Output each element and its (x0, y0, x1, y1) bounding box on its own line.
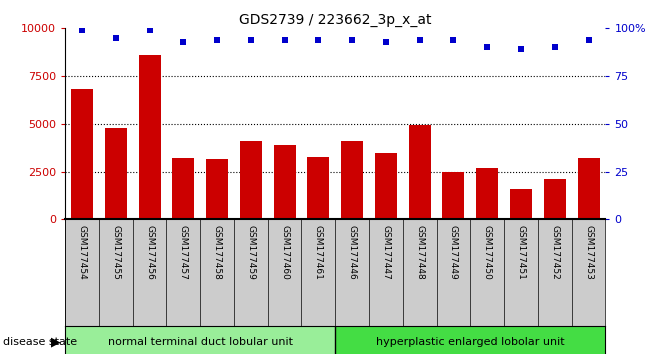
Point (77, 27, 87, 33)
Bar (240, 141, 262, 219)
Bar (443, 172, 464, 219)
Text: GSM177446: GSM177446 (348, 225, 357, 280)
Text: GSM177451: GSM177451 (516, 225, 525, 280)
Bar (577, 158, 600, 219)
Point (145, 27, 155, 33)
Text: GSM177459: GSM177459 (246, 225, 255, 280)
Bar (307, 157, 329, 219)
Text: GSM177450: GSM177450 (483, 225, 492, 280)
Bar (477, 168, 498, 219)
Text: GSM177447: GSM177447 (381, 225, 391, 280)
Bar (335, 326, 605, 354)
Point (381, 39, 391, 45)
Point (212, 37, 222, 42)
Point (178, 39, 189, 45)
Bar (544, 179, 566, 219)
Bar (409, 125, 431, 219)
Text: GSM177449: GSM177449 (449, 225, 458, 280)
Point (279, 37, 290, 42)
Text: GSM177453: GSM177453 (584, 225, 593, 280)
Point (583, 37, 594, 42)
Point (415, 37, 425, 42)
Point (111, 35, 121, 41)
Point (516, 46, 526, 52)
Text: hyperplastic enlarged lobolar unit: hyperplastic enlarged lobolar unit (376, 337, 564, 347)
Text: normal terminal duct lobular unit: normal terminal duct lobular unit (107, 337, 293, 347)
Point (449, 37, 459, 42)
Bar (510, 189, 532, 219)
Bar (139, 55, 161, 219)
Bar (341, 141, 363, 219)
Text: GSM177457: GSM177457 (179, 225, 187, 280)
Text: GSM177458: GSM177458 (213, 225, 221, 280)
Title: GDS2739 / 223662_3p_x_at: GDS2739 / 223662_3p_x_at (239, 13, 432, 27)
Point (347, 37, 357, 42)
Text: GSM177454: GSM177454 (77, 225, 87, 280)
Text: ▶: ▶ (51, 335, 60, 348)
Text: GSM177460: GSM177460 (280, 225, 289, 280)
Text: disease state: disease state (3, 337, 77, 347)
Bar (71, 90, 93, 219)
Text: GSM177461: GSM177461 (314, 225, 323, 280)
Bar (105, 128, 127, 219)
Text: GSM177448: GSM177448 (415, 225, 424, 280)
Point (549, 45, 560, 50)
Text: GSM177455: GSM177455 (111, 225, 120, 280)
Bar (375, 153, 397, 219)
Bar (206, 159, 228, 219)
Bar (173, 158, 194, 219)
Text: GSM177456: GSM177456 (145, 225, 154, 280)
Point (482, 45, 492, 50)
Bar (273, 145, 296, 219)
Point (313, 37, 324, 42)
Point (245, 37, 256, 42)
Text: GSM177452: GSM177452 (550, 225, 559, 280)
